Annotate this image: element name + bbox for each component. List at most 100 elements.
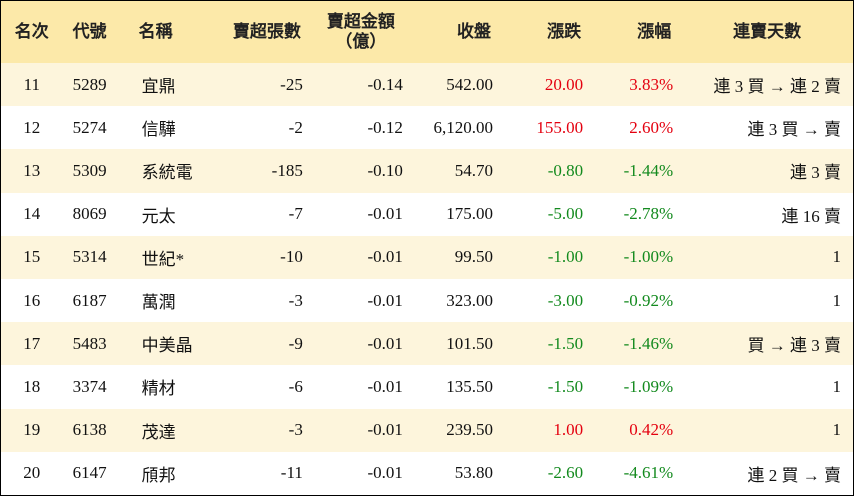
table-row: 16 6187 萬潤 -3 -0.01 323.00 -3.00 -0.92% 1 xyxy=(1,279,854,322)
table-cell: 101.50 xyxy=(410,322,502,366)
table-cell: 53.80 xyxy=(454,463,494,483)
table-cell: 連 3 賣 xyxy=(681,149,854,193)
table-cell: -3.00 xyxy=(547,290,584,310)
table-cell: 2.60% xyxy=(629,117,674,137)
table-cell: 1 xyxy=(681,235,854,279)
table-row: 14 8069 元太 -7 -0.01 175.00 -5.00 -2.78% 連 16 賣 xyxy=(1,193,854,236)
table-row: 11 5289 宜鼎 -25 -0.14 542.00 20.00 3.83% 連 3 買 → … xyxy=(0,63,854,107)
table-cell: -5.00 xyxy=(547,204,584,224)
table-cell: 5274 xyxy=(72,117,107,137)
table-row: 19 6138 茂達 -3 -0.01 239.50 1.00 0.42% 1 xyxy=(0,408,854,452)
table-cell: 精材 xyxy=(141,379,176,399)
table-cell: -2.78% xyxy=(623,204,674,224)
table-cell: 323.00 xyxy=(446,290,494,310)
table-cell: 20.00 xyxy=(501,63,592,107)
table-cell: -2.60 xyxy=(547,463,584,483)
table-cell: 175.00 xyxy=(446,204,494,224)
table-cell: -185 xyxy=(215,149,311,193)
table-cell: -1.00 xyxy=(501,235,592,279)
table-cell: -1.09% xyxy=(623,376,674,396)
table-cell: 5309 xyxy=(62,149,129,193)
header-row: 名次 代號 名稱 賣超張數 賣超金額 （億） 收盤 漲跌 漲幅 連賣天數 xyxy=(0,0,854,63)
table-cell: -3 xyxy=(215,408,311,452)
table-row: 12 5274 信驊 -2 -0.12 6,120.00 155.00 2.60% 連 3 買 … xyxy=(1,106,854,149)
table-cell: 12 xyxy=(23,117,41,137)
table-cell: 99.50 xyxy=(410,235,502,279)
table-cell: 16 xyxy=(23,290,41,310)
table-cell: -0.01 xyxy=(367,463,403,483)
table-cell: 系統電 xyxy=(128,149,216,193)
table-cell: -0.12 xyxy=(367,117,403,137)
table-cell: 1 xyxy=(832,290,842,310)
table-cell: 542.00 xyxy=(410,63,502,107)
table-cell: -0.01 xyxy=(310,235,411,279)
table-cell: 5483 xyxy=(62,322,129,366)
table-cell: 連 3 買 → 連 2 賣 xyxy=(681,63,854,107)
table-cell: 0.42% xyxy=(591,408,682,452)
header-cell: 代號 xyxy=(62,0,129,63)
header-cell: 名稱 xyxy=(128,0,216,63)
table-row: 20 6147 頎邦 -11 -0.01 53.80 -2.60 -4.61% 連 2 買 → … xyxy=(1,452,854,496)
table-cell: -0.01 xyxy=(310,322,411,366)
table-cell: 1 xyxy=(832,376,842,396)
table-cell: 6147 xyxy=(72,463,107,483)
table-cell: 連 3 買 → 賣 xyxy=(747,120,842,140)
header-line: 賣超金額 xyxy=(326,12,395,31)
table-cell: 18 xyxy=(23,376,41,396)
table-cell: -0.80 xyxy=(501,149,592,193)
table-cell: 6138 xyxy=(62,408,129,452)
table-body: 11 5289 宜鼎 -25 -0.14 542.00 20.00 3.83% 連 3 買 → … xyxy=(0,63,854,496)
table-cell: 6187 xyxy=(72,290,107,310)
table-cell: -0.01 xyxy=(367,204,403,224)
table-cell: 5314 xyxy=(62,235,129,279)
table-cell: 中美晶 xyxy=(128,322,216,366)
table-cell: 茂達 xyxy=(128,408,216,452)
table-cell: 20 xyxy=(23,463,41,483)
table-cell: 239.50 xyxy=(410,408,502,452)
table-cell: -1.00% xyxy=(591,235,682,279)
table-cell: 155.00 xyxy=(536,117,584,137)
table-cell: -6 xyxy=(288,376,303,396)
table-cell: 宜鼎 xyxy=(128,63,216,107)
table-cell: 54.70 xyxy=(410,149,502,193)
table-cell: 3.83% xyxy=(591,63,682,107)
header-line: （億） xyxy=(335,32,387,51)
table-cell: -11 xyxy=(280,463,303,483)
table-cell: 135.50 xyxy=(446,376,494,396)
table-cell: -25 xyxy=(215,63,311,107)
table-cell: -1.50 xyxy=(501,322,592,366)
header-cell: 漲跌 xyxy=(501,0,592,63)
table-cell: -1.44% xyxy=(591,149,682,193)
table-cell: 3374 xyxy=(72,376,107,396)
header-cell: 漲幅 xyxy=(591,0,682,63)
table-cell: -0.10 xyxy=(310,149,411,193)
table-cell: -0.01 xyxy=(310,408,411,452)
table-cell: -4.61% xyxy=(623,463,674,483)
table-cell: -10 xyxy=(215,235,311,279)
table-cell: 6,120.00 xyxy=(433,117,494,137)
table-cell: 信驊 xyxy=(141,120,176,140)
table-cell: 8069 xyxy=(72,204,107,224)
table-cell: 世紀* xyxy=(128,235,216,279)
table-cell: 13 xyxy=(0,149,63,193)
header-cell: 賣超張數 xyxy=(215,0,311,63)
table-cell: 元太 xyxy=(141,206,176,226)
table-cell: 19 xyxy=(0,408,63,452)
table-row: 13 5309 系統電 -185 -0.10 54.70 -0.80 -1.44% 連 3 賣 xyxy=(0,149,854,193)
header-cell: 名次 xyxy=(0,0,63,63)
table-cell: -2 xyxy=(288,117,303,137)
header-cell: 連賣天數 xyxy=(681,0,854,63)
header-cell: 收盤 xyxy=(410,0,502,63)
table-cell: -7 xyxy=(288,204,303,224)
table-cell: 11 xyxy=(0,63,63,107)
table-cell: 1.00 xyxy=(501,408,592,452)
table-cell: 連 16 賣 xyxy=(781,206,842,226)
table-cell: -0.01 xyxy=(367,290,403,310)
table-cell: -1.50 xyxy=(547,376,584,396)
table-cell: -0.01 xyxy=(367,376,403,396)
table-row: 17 5483 中美晶 -9 -0.01 101.50 -1.50 -1.46% 買 → 連 3… xyxy=(0,322,854,366)
table-cell: 萬潤 xyxy=(141,293,176,313)
header-cell: 賣超金額 （億） xyxy=(310,0,411,63)
table-cell: -0.14 xyxy=(310,63,411,107)
